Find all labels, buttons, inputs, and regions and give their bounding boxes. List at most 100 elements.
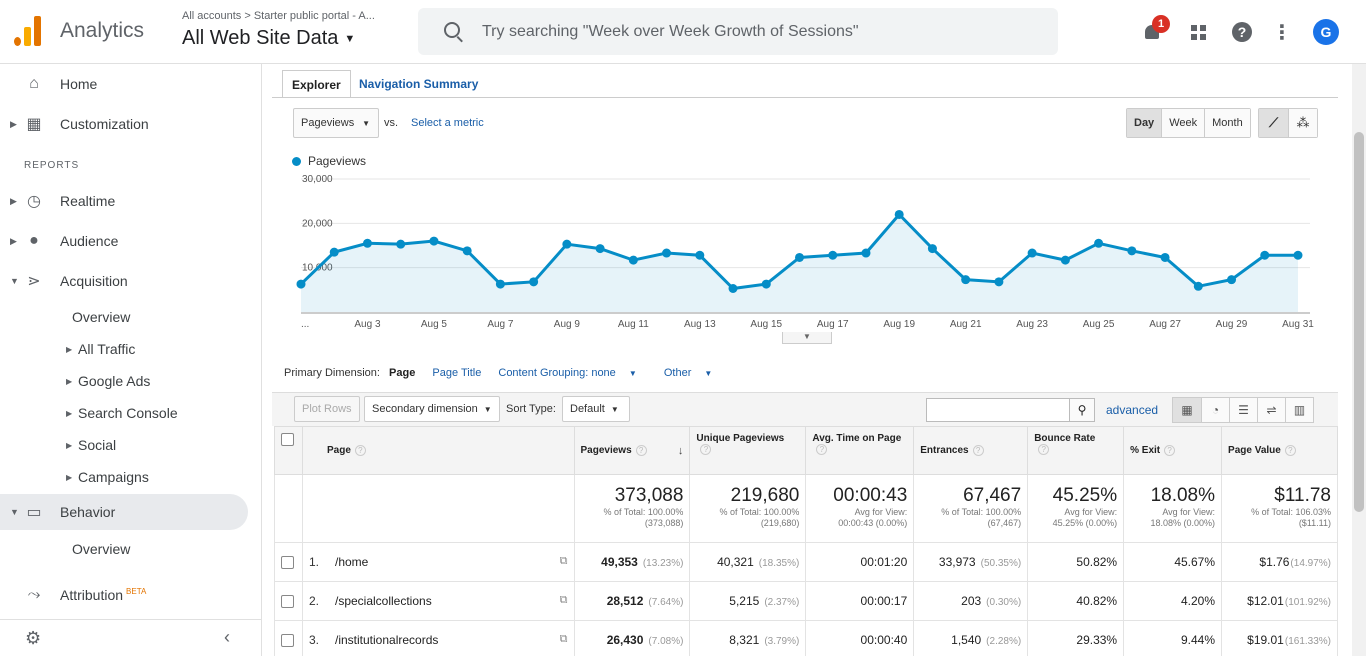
help-icon[interactable]: ? (1038, 444, 1050, 455)
help-icon[interactable]: ? (972, 445, 984, 456)
comparison-icon[interactable]: ⇌ (1257, 398, 1285, 422)
help-icon[interactable]: ? (1284, 445, 1296, 456)
tab-navigation-summary[interactable]: Navigation Summary (359, 77, 479, 91)
page-link[interactable]: /specialcollections (334, 594, 432, 608)
data-point[interactable] (994, 277, 1004, 287)
sidebar-item-behavior-overview[interactable]: Overview (0, 534, 248, 564)
select-metric-link[interactable]: Select a metric (411, 117, 484, 129)
column-bounce-rate[interactable]: Bounce Rate? (1027, 426, 1125, 475)
search-icon[interactable]: ⚲ (1069, 398, 1095, 422)
metric-selector[interactable]: Pageviews ▼ (293, 108, 379, 138)
apps-icon[interactable] (1186, 20, 1210, 44)
motion-chart-icon[interactable]: ⁂ (1288, 109, 1317, 137)
table-search-input[interactable] (926, 398, 1070, 422)
data-point[interactable] (1060, 255, 1070, 265)
data-point[interactable] (894, 209, 904, 219)
sidebar-item-home[interactable]: ⌂ Home (0, 66, 248, 102)
data-point[interactable] (362, 238, 372, 248)
data-point[interactable] (529, 277, 539, 287)
gear-icon[interactable]: ⚙ (25, 628, 42, 648)
data-point[interactable] (396, 239, 406, 249)
page-link[interactable]: /institutionalrecords (334, 633, 439, 647)
term-cloud-icon[interactable]: ▥ (1285, 398, 1313, 422)
column-page-value[interactable]: Page Value? (1221, 426, 1338, 475)
data-point[interactable] (628, 255, 638, 265)
row-checkbox[interactable] (281, 634, 294, 648)
sidebar-item-campaigns[interactable]: ▶ Campaigns (0, 462, 248, 492)
view-selector[interactable]: All Web Site Data ▼ (182, 27, 355, 50)
sidebar-item-search-console[interactable]: ▶ Search Console (0, 398, 248, 428)
data-point[interactable] (795, 252, 804, 262)
external-link-icon[interactable]: ⧉ (559, 555, 568, 567)
data-point[interactable] (1027, 248, 1037, 258)
scrollbar-thumb[interactable] (1354, 132, 1364, 512)
data-point[interactable] (927, 244, 937, 254)
help-icon[interactable]: ? (700, 444, 712, 455)
sidebar-item-acquisition-overview[interactable]: Overview (0, 302, 248, 332)
advanced-filter-link[interactable]: advanced (1106, 403, 1159, 417)
performance-icon[interactable]: ☰ (1229, 398, 1257, 422)
secondary-dimension-select[interactable]: Secondary dimension ▼ (364, 396, 500, 422)
column-avg-time[interactable]: Avg. Time on Page? (805, 426, 915, 475)
page-scrollbar[interactable] (1352, 64, 1366, 656)
week-button[interactable]: Week (1161, 109, 1205, 137)
column-unique-pageviews[interactable]: Unique Pageviews? (689, 426, 807, 475)
data-point[interactable] (1293, 250, 1303, 260)
dimension-page-title[interactable]: Page Title (432, 367, 482, 379)
column-entrances[interactable]: Entrances? (913, 426, 1029, 475)
sidebar-item-behavior[interactable]: ▼ ▭ Behavior (0, 494, 248, 530)
chevron-left-icon[interactable]: ‹ (224, 627, 230, 647)
row-checkbox[interactable] (281, 595, 294, 609)
tab-explorer[interactable]: Explorer (282, 70, 351, 98)
data-point[interactable] (562, 239, 572, 249)
data-point[interactable] (1160, 252, 1170, 262)
external-link-icon[interactable]: ⧉ (559, 633, 568, 645)
chart-resize-handle[interactable]: ▼ (782, 332, 832, 344)
help-icon[interactable]: ? (1230, 20, 1254, 44)
help-icon[interactable]: ? (1164, 445, 1176, 456)
line-chart-icon[interactable]: ⟋ (1259, 109, 1288, 137)
search-bar[interactable]: Try searching "Week over Week Growth of … (418, 8, 1058, 55)
data-point[interactable] (828, 250, 838, 260)
data-point[interactable] (429, 236, 439, 246)
sidebar-item-realtime[interactable]: ▶ ◷ Realtime (0, 183, 248, 219)
data-point[interactable] (462, 246, 472, 256)
data-point[interactable] (695, 250, 705, 260)
dimension-content-grouping[interactable]: Content Grouping: none ▼ (498, 367, 646, 379)
pie-chart-icon[interactable]: ◔ (1201, 398, 1229, 422)
help-icon[interactable]: ? (816, 444, 828, 455)
data-point[interactable] (595, 244, 605, 254)
data-point[interactable] (1227, 275, 1237, 285)
page-link[interactable]: /home (334, 555, 369, 569)
row-checkbox[interactable] (281, 556, 294, 570)
account-breadcrumb[interactable]: All accounts > Starter public portal - A… (182, 10, 375, 22)
dimension-other[interactable]: Other ▼ (664, 367, 723, 379)
external-link-icon[interactable]: ⧉ (559, 594, 568, 606)
sidebar-item-google-ads[interactable]: ▶ Google Ads (0, 366, 248, 396)
month-button[interactable]: Month (1204, 109, 1250, 137)
day-button[interactable]: Day (1127, 109, 1162, 137)
avatar[interactable]: G (1313, 19, 1339, 45)
data-point[interactable] (662, 248, 672, 258)
sort-type-select[interactable]: Default ▼ (562, 396, 630, 422)
column-pageviews[interactable]: Pageviews? ↓ (573, 426, 691, 475)
data-point[interactable] (296, 279, 306, 289)
sidebar-item-acquisition[interactable]: ▼ ⋗ Acquisition (0, 263, 248, 299)
sidebar-item-audience[interactable]: ▶ ● Audience (0, 223, 248, 259)
data-point[interactable] (1094, 238, 1104, 248)
sidebar-item-attribution[interactable]: ⤳ Attribution BETA (0, 577, 248, 613)
data-point[interactable] (1260, 250, 1270, 260)
column-exit[interactable]: % Exit? (1123, 426, 1223, 475)
data-point[interactable] (495, 279, 505, 289)
sidebar-item-all-traffic[interactable]: ▶ All Traffic (0, 334, 248, 364)
analytics-logo-icon[interactable] (14, 14, 44, 46)
column-page[interactable]: Page? (301, 426, 575, 475)
data-point[interactable] (961, 275, 971, 285)
help-icon[interactable]: ? (635, 444, 647, 456)
data-point[interactable] (761, 279, 771, 289)
sidebar-item-social[interactable]: ▶ Social (0, 430, 248, 460)
data-point[interactable] (1193, 281, 1203, 291)
data-point[interactable] (329, 247, 339, 257)
help-icon[interactable]: ? (354, 445, 366, 456)
